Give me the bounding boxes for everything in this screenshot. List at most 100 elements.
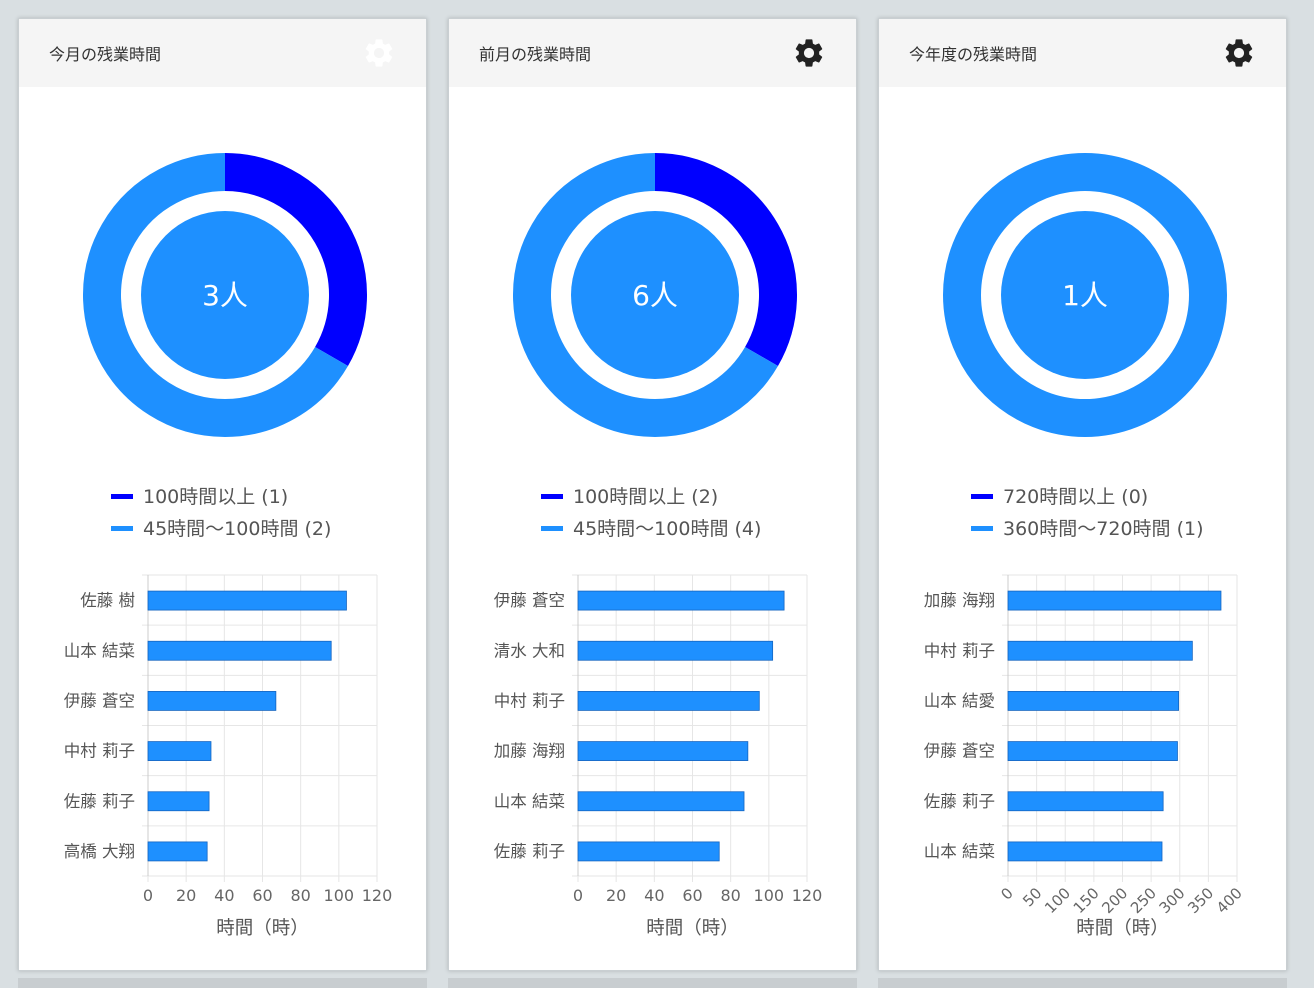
- x-tick-label: 80: [720, 886, 740, 905]
- x-tick-label: 20: [606, 886, 626, 905]
- x-tick-label: 50: [1019, 884, 1045, 910]
- card-this-month[interactable]: 今月の残業時間 3人 100時間以上 (1) 45時間〜100時間 (2) 佐藤 樹山…: [18, 18, 427, 971]
- bar: [577, 741, 749, 761]
- x-axis-title: 時間（時）: [1076, 918, 1169, 939]
- x-tick-label: 350: [1184, 884, 1217, 917]
- bar: [147, 791, 210, 812]
- category-label: 山本 結菜: [64, 641, 135, 660]
- legend-swatch: [541, 494, 563, 499]
- x-tick-label: 100: [754, 886, 785, 905]
- bar: [1007, 741, 1178, 761]
- x-tick-label: 120: [792, 886, 823, 905]
- x-tick-label: 60: [682, 886, 702, 905]
- next-row-card-edge: [448, 978, 857, 988]
- bar: [147, 741, 212, 761]
- bar: [577, 691, 760, 711]
- legend-label: 100時間以上 (1): [143, 486, 288, 508]
- bar: [1007, 791, 1164, 812]
- legend-label: 100時間以上 (2): [573, 486, 718, 508]
- card-title: 前月の残業時間: [479, 45, 592, 64]
- x-tick-label: 0: [143, 886, 153, 905]
- gear-icon[interactable]: [362, 36, 396, 70]
- legend-swatch: [111, 494, 133, 499]
- category-label: 佐藤 樹: [80, 591, 135, 610]
- bar: [1007, 640, 1193, 661]
- category-label: 伊藤 蒼空: [494, 591, 565, 610]
- bar: [577, 590, 785, 611]
- card-header: 前月の残業時間: [449, 19, 856, 87]
- legend-swatch: [971, 494, 993, 499]
- donut-slice: [513, 153, 778, 437]
- x-tick-label: 60: [252, 886, 272, 905]
- category-label: 中村 莉子: [64, 742, 135, 761]
- category-label: 中村 莉子: [924, 641, 995, 660]
- x-tick-label: 0: [573, 886, 583, 905]
- donut-slice: [224, 153, 367, 366]
- category-label: 山本 結菜: [924, 842, 995, 861]
- x-axis-title: 時間（時）: [216, 918, 309, 939]
- x-tick-label: 300: [1156, 884, 1189, 917]
- gear-icon[interactable]: [1222, 36, 1256, 70]
- category-label: 加藤 海翔: [494, 742, 565, 761]
- donut-center-circle: [141, 211, 309, 379]
- next-row-card-edge: [878, 978, 1287, 988]
- legend-label: 360時間〜720時間 (1): [1003, 518, 1203, 540]
- category-label: 伊藤 蒼空: [924, 742, 995, 761]
- card-header: 今年度の残業時間: [879, 19, 1286, 87]
- category-label: 中村 莉子: [494, 691, 565, 710]
- x-tick-label: 100: [1041, 884, 1074, 917]
- donut-slice: [83, 153, 348, 437]
- category-label: 高橋 大翔: [64, 842, 135, 861]
- category-label: 加藤 海翔: [924, 591, 995, 610]
- x-tick-label: 0: [997, 884, 1016, 903]
- bar: [147, 691, 277, 711]
- legend-label: 45時間〜100時間 (4): [573, 518, 761, 540]
- donut-center-label: 3人: [202, 279, 248, 312]
- x-tick-label: 150: [1070, 884, 1103, 917]
- bar: [147, 640, 332, 661]
- bar: [147, 590, 347, 611]
- gear-icon[interactable]: [792, 36, 826, 70]
- bar: [1007, 841, 1163, 862]
- category-label: 佐藤 莉子: [924, 792, 995, 811]
- card-last-month[interactable]: 前月の残業時間 6人 100時間以上 (2) 45時間〜100時間 (4) 伊藤 蒼空…: [448, 18, 857, 971]
- donut-center-circle: [571, 211, 739, 379]
- card-title: 今年度の残業時間: [909, 45, 1038, 64]
- donut-center-label: 1人: [1062, 279, 1108, 312]
- next-row-card-edge: [18, 978, 427, 988]
- x-tick-label: 200: [1098, 884, 1131, 917]
- legend-swatch: [541, 526, 563, 531]
- legend-swatch: [111, 526, 133, 531]
- legend-swatch: [971, 526, 993, 531]
- category-label: 山本 結愛: [924, 691, 995, 710]
- bar: [577, 791, 745, 812]
- bar: [577, 841, 720, 862]
- donut-slice: [654, 153, 797, 366]
- x-tick-label: 80: [290, 886, 310, 905]
- category-label: 佐藤 莉子: [64, 792, 135, 811]
- category-label: 伊藤 蒼空: [64, 691, 135, 710]
- x-tick-label: 20: [176, 886, 196, 905]
- donut-center-label: 6人: [632, 279, 678, 312]
- bar: [147, 841, 208, 862]
- category-label: 清水 大和: [494, 641, 565, 660]
- category-label: 佐藤 莉子: [494, 842, 565, 861]
- x-tick-label: 40: [644, 886, 664, 905]
- legend-label: 45時間〜100時間 (2): [143, 518, 331, 540]
- x-tick-label: 40: [214, 886, 234, 905]
- category-label: 山本 結菜: [494, 792, 565, 811]
- card-this-year[interactable]: 今年度の残業時間 1人 720時間以上 (0) 360時間〜720時間 (1) 加藤 …: [878, 18, 1287, 971]
- bar: [577, 640, 774, 661]
- donut-slice: [943, 153, 1227, 437]
- card-header: 今月の残業時間: [19, 19, 426, 87]
- card-title: 今月の残業時間: [49, 45, 162, 64]
- x-axis-title: 時間（時）: [646, 918, 739, 939]
- donut-center-circle: [1001, 211, 1169, 379]
- x-tick-label: 100: [324, 886, 355, 905]
- x-tick-label: 120: [362, 886, 393, 905]
- bar: [1007, 590, 1222, 611]
- bar: [1007, 691, 1180, 711]
